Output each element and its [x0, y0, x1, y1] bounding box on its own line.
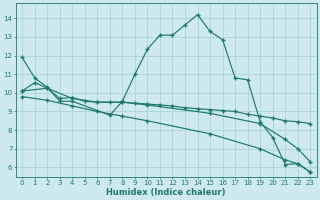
X-axis label: Humidex (Indice chaleur): Humidex (Indice chaleur) [107, 188, 226, 197]
